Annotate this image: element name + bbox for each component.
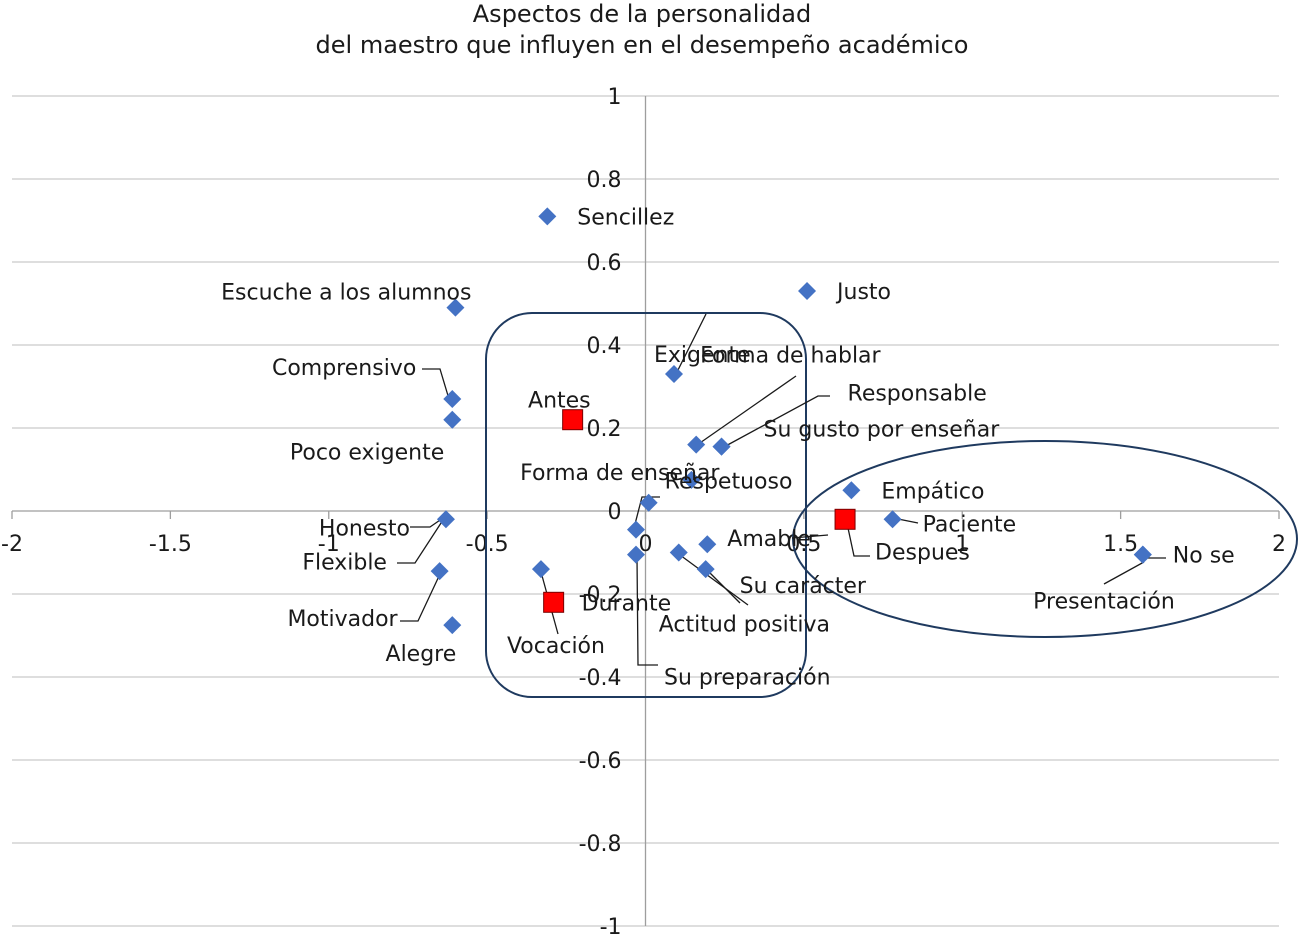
leader-lines	[397, 313, 1166, 666]
data-markers	[430, 207, 1152, 635]
leader-forma-de-hablar	[696, 375, 797, 446]
center-cluster-outline	[485, 312, 807, 698]
marker-su-caracter	[696, 560, 715, 579]
point-label-despues: Despues	[875, 540, 970, 565]
leader-paciente	[897, 518, 919, 524]
leader-despues	[847, 527, 870, 557]
marker-comprensivo	[443, 389, 462, 408]
marker-su-gusto-por-ensenar	[712, 437, 731, 456]
point-label-respetuoso: Respetuoso	[665, 470, 793, 495]
point-label-responsable: Responsable	[848, 382, 987, 407]
point-label-actitud-positiva: Actitud positiva	[659, 613, 830, 638]
point-label-flexible: Flexible	[302, 551, 387, 576]
leader-flexible	[397, 519, 444, 564]
x-tick-label: -1.5	[149, 532, 192, 557]
y-tick-label: 0	[608, 500, 622, 525]
leader-responsable	[721, 395, 830, 449]
chart-title-line-1: Aspectos de la personalidad	[473, 0, 811, 28]
y-tick-label: -0.4	[579, 666, 622, 691]
point-label-forma-de-ensenar: Forma de enseñar	[520, 461, 720, 486]
leader-actitud-positiva	[679, 554, 749, 606]
point-label-forma-de-hablar: Forma de hablar	[700, 344, 881, 369]
marker-sencillez	[538, 207, 557, 226]
point-label-su-gusto-por-ensenar: Su gusto por enseñar	[764, 418, 1001, 443]
point-label-amable: Amable	[727, 527, 811, 552]
marker-actitud-positiva	[669, 543, 688, 562]
marker-presentacion	[1133, 545, 1152, 564]
y-tick-label: 0.4	[587, 334, 622, 359]
y-tick-label: -0.2	[579, 583, 622, 608]
marker-forma-de-ensenar	[682, 470, 701, 489]
marker-durante	[543, 591, 565, 613]
y-tick-label: 0.8	[587, 168, 622, 193]
marker-amable	[698, 535, 717, 554]
marker-antes	[562, 409, 584, 431]
point-label-paciente: Paciente	[923, 512, 1017, 537]
leader-exigente	[675, 313, 707, 375]
y-tick-label: -0.6	[579, 749, 622, 774]
marker-respetuoso	[639, 493, 658, 512]
marker-despues	[834, 508, 856, 530]
point-label-su-preparacion: Su preparación	[664, 666, 831, 691]
point-label-motivador: Motivador	[287, 607, 398, 632]
point-label-vocacion: Vocación	[507, 634, 605, 659]
marker-poco-exigente	[443, 410, 462, 429]
point-label-no-se: No se	[1173, 544, 1235, 569]
leader-amable	[791, 534, 829, 539]
x-tick-label: -0.5	[466, 532, 509, 557]
tick-labels: 1 0.8 0.6 0.4 0.2 0 -0.2 -0.4 -0.6 -0.8 -1 -2 -1.5 -1…	[1, 85, 1286, 936]
right-cluster-outline	[792, 440, 1298, 638]
point-label-presentacion: Presentación	[1033, 590, 1175, 615]
point-label-exigente: Exigente	[654, 343, 751, 368]
point-label-antes: Antes	[528, 389, 591, 414]
point-label-honesto: Honesto	[319, 516, 410, 541]
point-label-justo: Justo	[835, 280, 891, 305]
marker-justo	[798, 282, 817, 301]
point-label-su-caracter: Su carácter	[740, 574, 867, 599]
y-tick-label: 0.2	[587, 417, 622, 442]
leader-comprensivo	[422, 368, 450, 400]
x-tick-label: 1	[955, 532, 969, 557]
marker-honesto	[436, 510, 455, 529]
marker-flexible	[626, 520, 645, 539]
point-label-comprensivo: Comprensivo	[272, 356, 416, 381]
leader-respetuoso	[633, 496, 660, 529]
point-labels: Sencillez Escuche a los alumnos Justo Exige…	[221, 205, 1235, 690]
point-label-empatico: Empático	[881, 479, 984, 504]
marker-escuche-a-los-alumnos	[446, 298, 465, 317]
marker-exigente	[665, 365, 684, 384]
x-tick-label: -2	[1, 532, 23, 557]
point-label-poco-exigente: Poco exigente	[290, 441, 444, 466]
point-label-alegre: Alegre	[386, 642, 457, 667]
marker-motivador	[430, 562, 449, 581]
marker-paciente	[883, 510, 902, 529]
leader-su-preparacion	[636, 556, 658, 666]
y-tick-label: -0.8	[579, 832, 622, 857]
point-label-sencillez: Sencillez	[577, 205, 674, 230]
y-tick-label: -1	[600, 915, 622, 936]
marker-vocacion	[531, 560, 550, 579]
point-label-durante: Durante	[582, 591, 672, 616]
marker-empatico	[842, 481, 861, 500]
leader-motivador	[400, 573, 441, 622]
chart-title-line-2: del maestro que influyen en el desempeño…	[316, 31, 969, 59]
x-tick-label: -1	[318, 532, 340, 557]
x-tick-label: 1.5	[1103, 532, 1138, 557]
marker-su-preparacion	[626, 545, 645, 564]
y-tick-label: 1	[608, 85, 622, 110]
axes	[11, 96, 1280, 926]
y-tick-label: 0.6	[587, 251, 622, 276]
marker-alegre	[443, 616, 462, 635]
leader-presentacion	[1103, 561, 1145, 585]
x-tick-label: 0	[639, 532, 653, 557]
x-tick-label: 2	[1272, 532, 1286, 557]
point-label-escuche-a-los-alumnos: Escuche a los alumnos	[221, 281, 471, 306]
marker-forma-de-hablar	[687, 435, 706, 454]
cluster-outlines	[485, 312, 1298, 698]
